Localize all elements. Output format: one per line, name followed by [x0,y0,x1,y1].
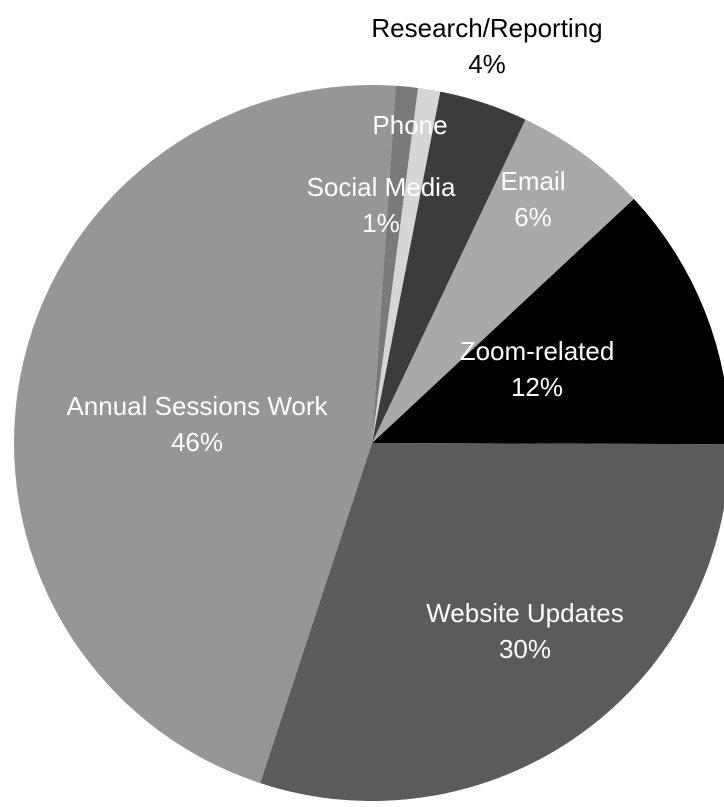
slice-percent-annual-sessions-work: 46% [171,427,223,457]
pie-slice-annual-sessions-work [14,85,396,784]
pie-slice-phone [372,87,441,443]
slice-percent-zoom-related: 12% [511,372,563,402]
slice-percent-website-updates: 30% [499,634,551,664]
slice-label-email: Email [500,166,565,196]
slice-percent-email: 6% [514,202,552,232]
slice-label-phone: Phone [372,110,447,140]
slice-percent-research-reporting: 4% [468,49,506,79]
pie-slice-social-media [372,85,419,443]
pie-slice-website-updates [260,443,724,801]
pie-slice-research-reporting [372,91,526,443]
slice-label-group-website-updates: Website Updates 30% [426,598,624,664]
slice-label-group-phone: Phone [372,110,447,140]
slice-label-website-updates: Website Updates [426,598,624,628]
slice-label-group-social-media: Social Media 1% [307,172,456,238]
slice-label-annual-sessions-work: Annual Sessions Work [66,391,328,421]
slice-label-group-annual-sessions-work: Annual Sessions Work 46% [66,391,328,457]
slice-label-zoom-related: Zoom-related [460,336,615,366]
slice-label-social-media: Social Media [307,172,456,202]
slice-label-group-research-reporting: Research/Reporting 4% [371,13,602,79]
pie-slice-email [372,119,634,444]
pie-slices [14,85,724,801]
slice-label-group-email: Email 6% [500,166,565,232]
pie-slice-zoom-related [372,198,724,445]
slice-label-group-zoom-related: Zoom-related 12% [460,336,615,402]
slice-label-research-reporting: Research/Reporting [371,13,602,43]
slice-percent-social-media: 1% [362,208,400,238]
pie-labels: Zoom-related 12% Website Updates 30% Annual … [66,13,623,664]
